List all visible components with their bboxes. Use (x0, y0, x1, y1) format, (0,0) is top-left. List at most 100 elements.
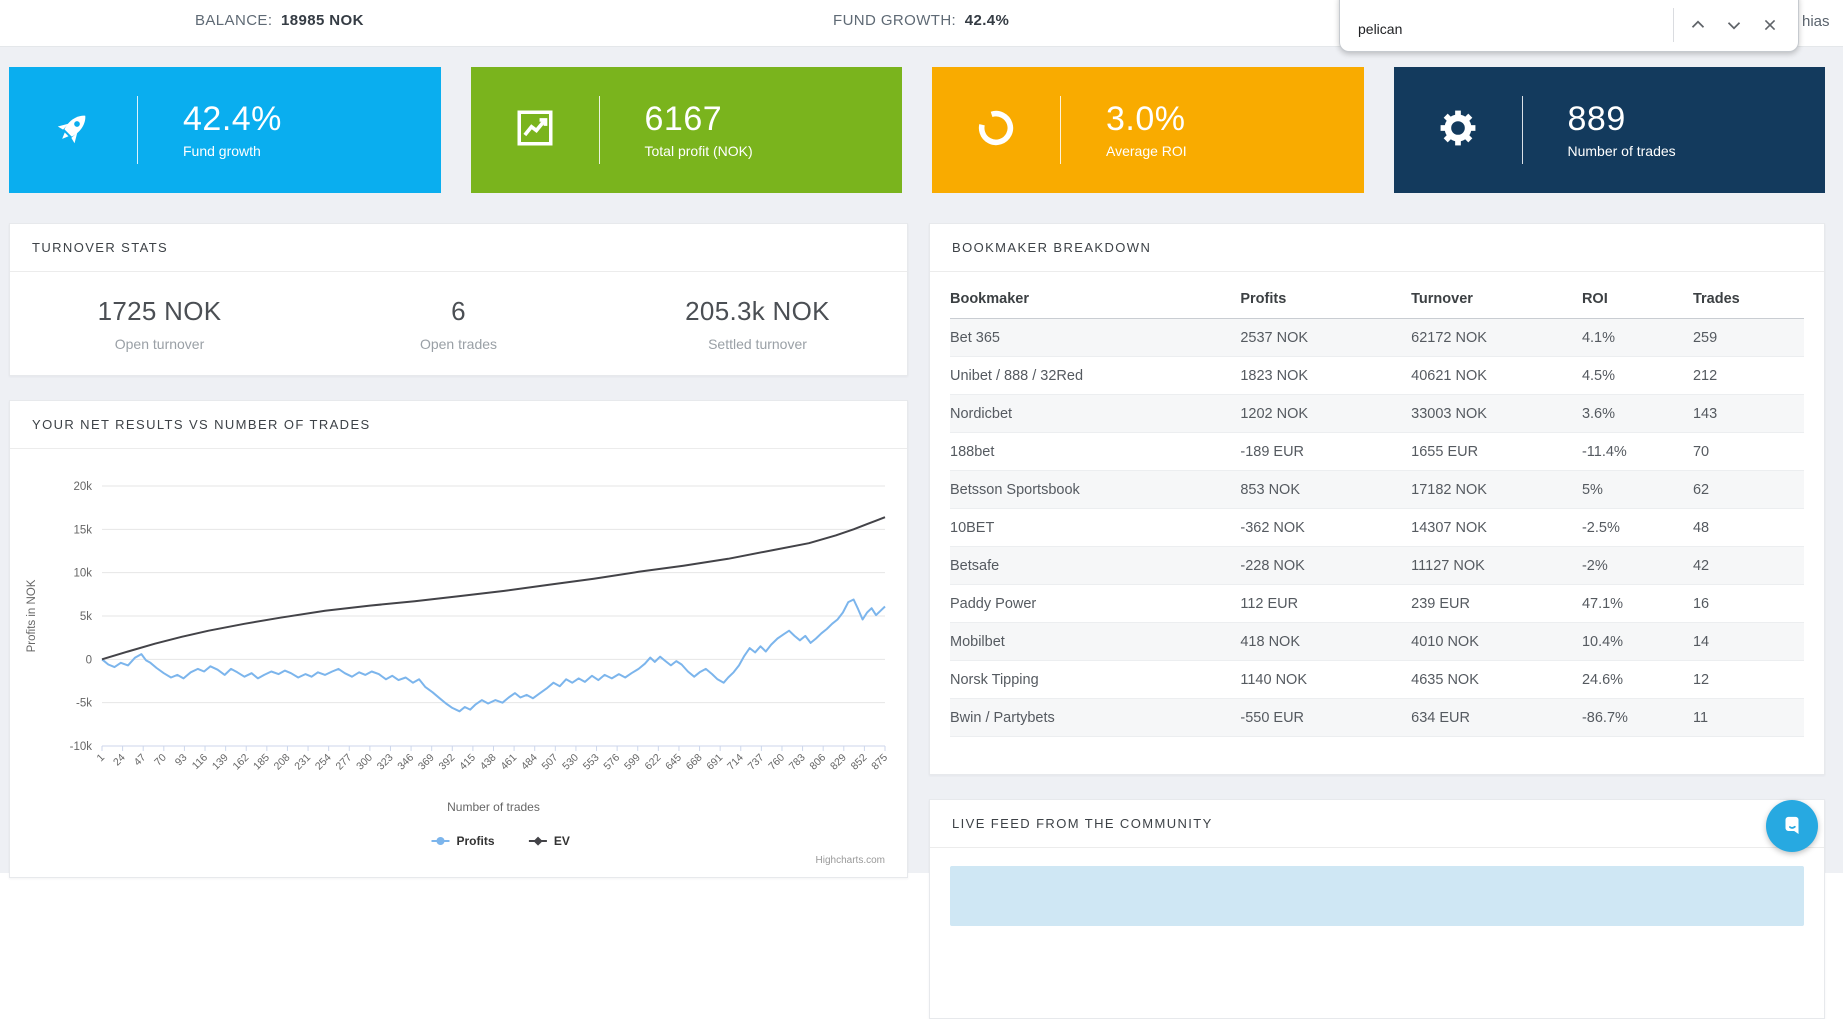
bookmaker-breakdown-title: BOOKMAKER BREAKDOWN (930, 224, 1824, 272)
bookmaker-cell: 853 NOK (1240, 470, 1412, 509)
chat-launcher-button[interactable] (1766, 800, 1818, 852)
bookmaker-cell: Betsafe (950, 546, 1241, 585)
bookmaker-row-mobilbet: Mobilbet 418 NOK 4010 NOK 10.4% 14 (950, 622, 1804, 661)
bookmaker-cell: 48 (1692, 508, 1804, 547)
y-tick-label: 5k (80, 611, 92, 623)
bookmaker-cell: 11 (1692, 698, 1804, 737)
bookmaker-cell: 239 EUR (1411, 584, 1582, 623)
bookmaker-cell: 418 NOK (1240, 622, 1412, 661)
bookmaker-cell: Nordicbet (950, 394, 1241, 433)
highcharts-credit[interactable]: Highcharts.com (816, 855, 885, 866)
bookmaker-cell: 47.1% (1581, 584, 1693, 623)
net-results-chart-panel: YOUR NET RESULTS VS NUMBER OF TRADES 20k… (9, 400, 908, 878)
bookmaker-cell: 5% (1581, 470, 1693, 509)
bookmaker-cell: 2537 NOK (1240, 318, 1412, 357)
x-tick-label: 530 (560, 752, 581, 773)
bookmaker-row-unibet-888-32red: Unibet / 888 / 32Red 1823 NOK 40621 NOK 4.5… (950, 356, 1804, 395)
find-input[interactable]: pelican (1358, 21, 1403, 37)
net-results-chart: 20k 15k 10k 5k 0 -5k -10k 1 24 47 70 93 116 139 162 185… (10, 449, 907, 876)
bookmaker-cell: 1823 NOK (1240, 356, 1412, 395)
bookmaker-table-wrap: Bookmaker Profits Turnover ROI Trades Bet 36… (930, 282, 1824, 737)
x-tick-label: 553 (581, 752, 602, 773)
bookmaker-row-10bet: 10BET -362 NOK 14307 NOK -2.5% 48 (950, 508, 1804, 547)
fund-growth-label: FUND GROWTH: (833, 12, 957, 29)
chevron-up-icon (1687, 14, 1709, 36)
balance-value: 18985 NOK (280, 12, 364, 29)
card-value: 42.4% (183, 100, 282, 139)
stat-card-total-profit-nok-: 6167 Total profit (NOK) (470, 67, 902, 193)
bookmaker-cell: 3.6% (1581, 394, 1693, 433)
find-bar[interactable]: pelican (1339, 0, 1799, 52)
x-tick-label: 668 (684, 752, 705, 773)
x-tick-label: 875 (869, 752, 890, 773)
bookmaker-cell: -189 EUR (1240, 432, 1412, 471)
bookmaker-cell: 14307 NOK (1411, 508, 1582, 547)
bookmaker-table: Bookmaker Profits Turnover ROI Trades Bet 36… (950, 282, 1804, 737)
bookmaker-row-bwin-partybets: Bwin / Partybets -550 EUR 634 EUR -86.7% 11 (950, 698, 1804, 737)
bookmaker-cell: 10.4% (1581, 622, 1693, 661)
card-divider (1060, 96, 1061, 164)
x-tick-label: 1 (95, 752, 108, 765)
bookmaker-cell: Bwin / Partybets (950, 698, 1241, 737)
live-feed-title: LIVE FEED FROM THE COMMUNITY (930, 800, 1824, 848)
y-tick-label: 20k (73, 481, 92, 493)
right-column: BOOKMAKER BREAKDOWN Bookmaker Profits Turn… (929, 223, 1825, 1019)
bookmaker-cell: Paddy Power (950, 584, 1241, 623)
y-tick-label: 0 (86, 654, 92, 666)
x-tick-label: 116 (190, 752, 210, 772)
turnover-stat-settled-turnover: 205.3k NOK Settled turnover (608, 296, 907, 352)
bookmaker-cell: 4.5% (1581, 356, 1693, 395)
x-tick-label: 208 (272, 752, 293, 773)
turnover-label: Open turnover (114, 336, 205, 352)
balance-label: BALANCE: (195, 12, 273, 29)
bookmaker-cell: 259 (1692, 318, 1804, 357)
bookmaker-cell: 188bet (950, 432, 1241, 471)
chevron-down-icon (1723, 14, 1745, 36)
column-header-roi: ROI (1581, 282, 1693, 319)
card-label: Number of trades (1567, 142, 1676, 159)
legend-item-profits[interactable]: Profits (431, 834, 495, 848)
legend-item-ev[interactable]: EV (528, 834, 570, 848)
card-divider (1521, 96, 1523, 164)
x-tick-label: 760 (766, 752, 787, 773)
bookmaker-cell: 212 (1692, 356, 1804, 395)
find-previous-button[interactable] (1680, 7, 1716, 43)
chat-bubble-icon (1777, 810, 1807, 843)
turnover-stats-title: TURNOVER STATS (10, 224, 907, 272)
turnover-label: Settled turnover (708, 336, 807, 352)
bookmaker-cell: 33003 NOK (1411, 394, 1582, 433)
x-tick-label: 231 (292, 752, 313, 773)
bookmaker-cell: 24.6% (1581, 660, 1693, 699)
turnover-value: 1725 NOK (97, 296, 222, 326)
stat-card-number-of-trades: 889 Number of trades (1393, 67, 1825, 193)
x-tick-label: 254 (313, 752, 334, 773)
card-label: Total profit (NOK) (644, 142, 753, 159)
x-tick-label: 622 (643, 752, 664, 773)
bookmaker-cell: -362 NOK (1240, 508, 1412, 547)
bookmaker-cell: Bet 365 (950, 318, 1241, 357)
x-tick-label: 24 (111, 752, 128, 769)
column-header-bookmaker: Bookmaker (950, 282, 1241, 319)
series-profits (101, 598, 886, 713)
bookmaker-cell: 17182 NOK (1411, 470, 1582, 509)
find-close-button[interactable] (1752, 7, 1788, 43)
live-feed-item (950, 866, 1804, 926)
x-tick-label: 139 (210, 752, 231, 773)
bookmaker-cell: 112 EUR (1240, 584, 1412, 623)
x-tick-label: 576 (601, 752, 622, 773)
bookmaker-cell: Mobilbet (950, 622, 1241, 661)
turnover-stats-body: 1725 NOK Open turnover 6 Open trades 205.3k … (10, 272, 907, 352)
find-next-button[interactable] (1716, 7, 1752, 43)
y-tick-label: 15k (73, 524, 92, 536)
bookmaker-cell: 1655 EUR (1411, 432, 1582, 471)
x-tick-label: 162 (230, 752, 251, 773)
refresh-icon (975, 107, 1017, 154)
x-tick-label: 714 (725, 752, 746, 773)
column-header-trades: Trades (1692, 282, 1804, 319)
column-header-profits: Profits (1240, 282, 1412, 319)
turnover-value: 6 (451, 296, 466, 326)
bookmaker-cell: 11127 NOK (1411, 546, 1582, 585)
bookmaker-cell: 42 (1692, 546, 1804, 585)
bookmaker-row-norsk-tipping: Norsk Tipping 1140 NOK 4635 NOK 24.6% 12 (950, 660, 1804, 699)
chart-line-icon (514, 107, 556, 154)
